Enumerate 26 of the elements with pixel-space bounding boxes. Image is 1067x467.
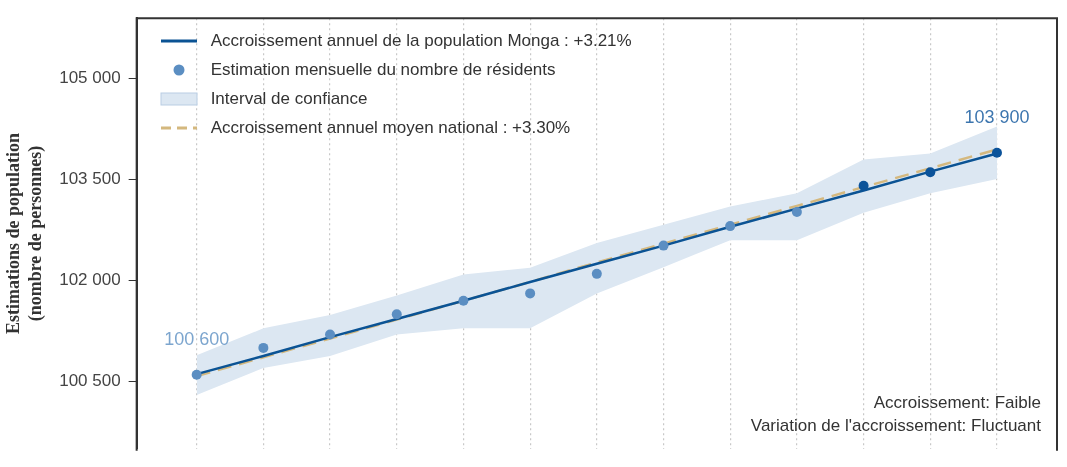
annotation: Accroissement: Faible	[873, 392, 1041, 412]
legend-label: Accroissement annuel moyen national : +3.30%	[210, 117, 571, 138]
point	[591, 268, 602, 279]
y-tick-label: 100 500	[59, 371, 121, 391]
point	[725, 221, 736, 232]
y-tick-label: 102 000	[59, 270, 121, 290]
y-tick-label: 105 000	[59, 68, 121, 88]
point	[391, 309, 402, 320]
y-axis-title: Estimations de population (nombre de personnes)	[3, 132, 47, 335]
point	[525, 288, 536, 299]
data-label: 100 600	[164, 328, 230, 349]
point	[325, 329, 336, 340]
point	[991, 147, 1002, 158]
point	[791, 206, 802, 217]
point	[925, 167, 936, 178]
point	[191, 369, 202, 380]
legend-label: Estimation mensuelle du nombre de résidents	[210, 59, 556, 80]
point	[458, 295, 469, 306]
annotation: Variation de l'accroissement: Fluctuant	[750, 415, 1042, 435]
legend-label: Accroissement annuel de la population Monga : +3.21%	[210, 30, 632, 51]
legend-label: Interval de confiance	[210, 88, 368, 109]
point	[258, 342, 269, 353]
point	[658, 240, 669, 251]
y-tick-label: 103 500	[59, 169, 121, 189]
data-label: 103 900	[964, 106, 1030, 127]
point	[858, 180, 869, 191]
